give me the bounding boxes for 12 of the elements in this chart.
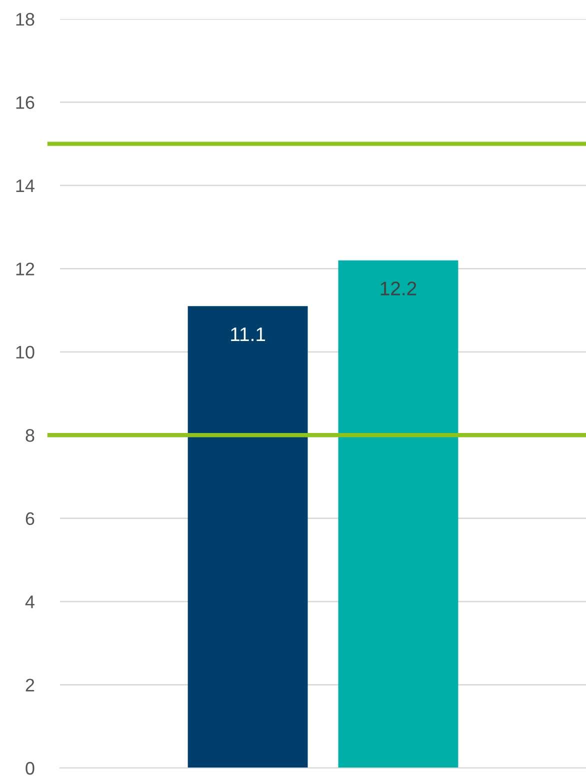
y-tick-label: 4 — [25, 596, 34, 608]
y-tick-label: 2 — [26, 678, 34, 692]
data-label: 11.1 — [231, 328, 266, 341]
y-tick-label: 12 — [16, 262, 34, 276]
y-tick-label: 8 — [26, 429, 34, 442]
y-tick-label: 16 — [16, 96, 34, 109]
y-tick-label: 6 — [26, 512, 34, 526]
y-tick-label: 10 — [16, 346, 34, 359]
y-tick-label: 18 — [16, 12, 34, 26]
y-tick-label: 14 — [16, 180, 34, 192]
y-tick-label: 0 — [26, 762, 34, 775]
data-label: 12.2 — [380, 282, 416, 296]
